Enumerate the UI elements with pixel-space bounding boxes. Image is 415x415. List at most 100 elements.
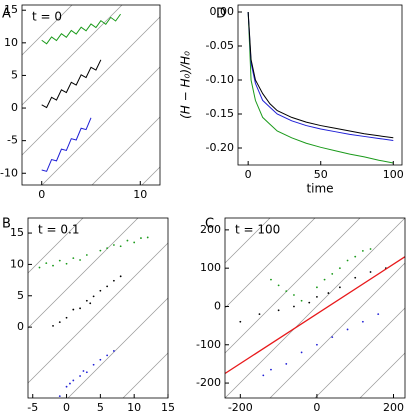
data-point <box>82 370 85 372</box>
data-point <box>112 279 115 282</box>
data-point <box>58 259 61 262</box>
data-point <box>331 336 334 339</box>
data-point <box>65 316 68 319</box>
data-point <box>99 289 102 292</box>
data-point <box>89 302 92 305</box>
x-tick-label: -5 <box>27 401 38 414</box>
data-point <box>72 257 75 260</box>
data-point <box>106 247 109 250</box>
data-line <box>41 13 121 45</box>
data-point <box>52 324 54 327</box>
data-point <box>38 266 41 269</box>
data-point <box>338 267 341 270</box>
data-point <box>277 284 280 287</box>
boundary-line <box>28 218 29 219</box>
boundary-line <box>91 116 160 185</box>
x-tick-label: 10 <box>133 188 147 201</box>
data-line <box>41 117 92 172</box>
y-tick-label: -0.10 <box>206 73 234 86</box>
x-tick-label: 0 <box>38 188 45 201</box>
data-point <box>377 313 380 316</box>
y-tick-label: -5 <box>7 134 18 147</box>
data-point <box>99 249 102 252</box>
x-tick-label: 50 <box>314 168 328 181</box>
data-point <box>79 375 81 377</box>
y-tick-label: 15 <box>10 226 24 239</box>
data-point <box>146 236 149 239</box>
data-point <box>277 309 280 312</box>
data-point <box>239 320 242 323</box>
data-point <box>65 385 68 388</box>
data-point <box>346 259 349 262</box>
boundary-line <box>225 218 226 219</box>
x-tick-label: 10 <box>127 401 141 414</box>
data-point <box>106 285 109 288</box>
data-point <box>119 275 122 278</box>
boundary-line <box>225 218 405 398</box>
x-tick-label: 0 <box>245 168 252 181</box>
boundary-line <box>141 166 160 185</box>
data-point <box>327 292 330 294</box>
data-line <box>225 256 405 375</box>
data-point <box>79 307 81 310</box>
panel-label: A <box>2 7 11 22</box>
data-point <box>354 255 357 258</box>
data-line <box>247 11 394 139</box>
data-point <box>106 354 109 357</box>
boundary-line <box>225 218 271 264</box>
y-tick-label: 200 <box>200 223 221 236</box>
x-tick-label: 5 <box>97 401 104 414</box>
y-tick-label: -0.05 <box>206 39 234 52</box>
data-point <box>262 374 265 377</box>
data-point <box>346 328 349 331</box>
plot-area <box>225 218 405 398</box>
y-tick-label: -0.20 <box>206 141 234 154</box>
data-point <box>140 237 142 239</box>
boundary-line <box>22 5 23 6</box>
y-tick-label: -100 <box>196 338 221 351</box>
y-tick-label: 0.00 <box>210 5 235 18</box>
panel-label: B <box>2 217 11 232</box>
data-point <box>72 308 75 311</box>
data-point <box>285 290 288 293</box>
x-tick-label: 100 <box>383 168 404 181</box>
data-point <box>300 351 303 354</box>
boundary-line <box>225 218 316 309</box>
x-tick-label: 0 <box>63 401 70 414</box>
data-point <box>338 286 341 289</box>
boundary-line <box>22 5 73 56</box>
data-point <box>79 259 81 261</box>
boundary-line <box>314 307 405 398</box>
y-tick-label: -10 <box>0 166 18 179</box>
data-point <box>361 320 364 323</box>
data-point <box>331 273 334 275</box>
boundary-line <box>28 218 139 329</box>
data-point <box>72 379 75 382</box>
boundary-line <box>225 218 361 354</box>
x-axis-label: time <box>306 182 333 196</box>
data-point <box>308 301 311 304</box>
annotation: t = 0 <box>32 10 62 24</box>
x-tick-label: 15 <box>161 401 175 414</box>
y-tick-label: -200 <box>196 376 221 389</box>
data-point <box>316 343 318 346</box>
y-tick-label: 5 <box>17 289 24 302</box>
data-point <box>85 371 88 374</box>
y-tick-label: 10 <box>4 36 18 49</box>
x-tick-label: 0 <box>313 401 320 414</box>
data-point <box>270 368 272 371</box>
boundary-line <box>122 352 168 398</box>
axes-frame <box>224 217 406 399</box>
boundary-line <box>28 242 168 384</box>
data-point <box>369 248 372 250</box>
axes-frame <box>21 4 161 186</box>
data-point <box>92 363 95 366</box>
data-line <box>247 11 394 164</box>
axes-frame <box>237 4 403 166</box>
data-point <box>354 276 357 279</box>
data-line <box>247 11 394 142</box>
y-tick-label: 5 <box>11 68 18 81</box>
y-tick-label: 15 <box>4 3 18 16</box>
y-tick-label: 0 <box>214 299 221 312</box>
